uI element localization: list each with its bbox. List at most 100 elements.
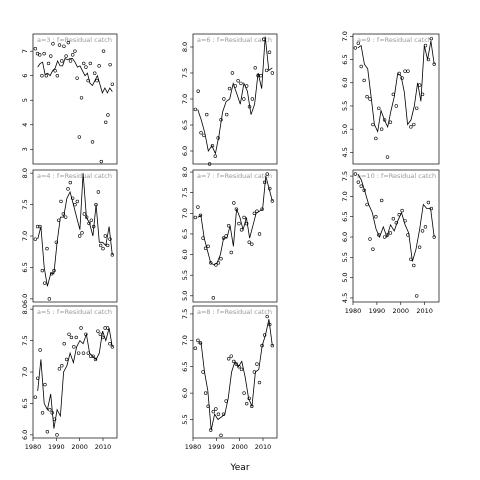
data-point (397, 71, 401, 76)
y-tick-label: 5.5 (341, 101, 349, 111)
data-point (255, 362, 259, 366)
data-point (394, 221, 398, 225)
data-point (244, 401, 249, 406)
data-point (234, 207, 239, 211)
y-tick-label: 7.0 (21, 367, 29, 377)
data-point (233, 84, 237, 88)
x-tick-label: 1990 (208, 443, 225, 451)
series-line (197, 176, 273, 266)
y-tick-label: 7.5 (181, 68, 189, 78)
data-point (103, 234, 108, 238)
data-point (51, 42, 55, 46)
data-point (110, 82, 115, 86)
data-point (262, 333, 267, 337)
data-point (379, 198, 384, 203)
data-point (101, 246, 105, 251)
panel: a=8 : f=Residual catch 5.5 6.0 6.5 7.0 7.5 (181, 305, 278, 439)
data-point (227, 86, 232, 91)
data-point (219, 256, 223, 261)
data-point (36, 376, 40, 380)
data-point (214, 263, 218, 267)
data-point (38, 348, 42, 352)
data-point (362, 78, 366, 83)
data-point (105, 243, 110, 248)
data-point (265, 172, 269, 176)
data-point (110, 253, 115, 257)
panel-frame (32, 169, 118, 303)
data-point (268, 186, 272, 191)
data-point (382, 235, 387, 239)
data-point (90, 140, 95, 144)
y-tick-label: 6.5 (181, 362, 189, 372)
data-point (106, 113, 110, 117)
y-tick-label: 7.5 (341, 171, 349, 181)
data-point (108, 62, 112, 67)
data-point (252, 211, 257, 216)
data-point (98, 243, 103, 248)
data-point (257, 380, 262, 385)
data-point (42, 51, 46, 56)
data-point (371, 122, 375, 127)
data-point (60, 59, 64, 63)
data-point (98, 332, 103, 336)
data-point (209, 428, 213, 432)
data-point (397, 212, 401, 217)
data-point (45, 430, 50, 434)
data-point (270, 199, 275, 203)
data-point (93, 71, 97, 75)
data-point (382, 118, 387, 122)
series-line (357, 40, 435, 133)
data-point (79, 326, 83, 330)
y-tick-label: 8.0 (21, 304, 29, 314)
y-tick-label: 8.0 (181, 42, 189, 52)
data-point (95, 78, 99, 83)
data-point (221, 412, 226, 416)
panel-strip-label: a=5 : f=Residual catch (37, 308, 112, 316)
data-point (53, 69, 57, 73)
data-point (206, 404, 210, 409)
data-point (264, 68, 269, 73)
data-point (409, 125, 413, 129)
data-point (110, 345, 115, 349)
data-point (250, 97, 255, 101)
data-point (193, 215, 198, 220)
data-point (270, 71, 275, 75)
panel-frame (32, 33, 118, 165)
panel-strip-label: a=9 : f=Residual catch (357, 36, 432, 44)
y-tick-label: 7 (21, 49, 29, 53)
y-tick-label: 7.5 (181, 188, 189, 198)
y-tick-label: 6.5 (181, 229, 189, 239)
data-point (242, 391, 246, 395)
data-point (82, 212, 87, 216)
data-point (84, 332, 88, 336)
series-line (37, 57, 113, 94)
data-point (40, 73, 44, 78)
x-tick-label: 2000 (393, 307, 410, 315)
data-point (84, 215, 89, 219)
y-tick-label: 8.0 (21, 168, 29, 178)
data-point (47, 297, 52, 301)
data-point (250, 242, 254, 246)
data-point (423, 43, 428, 48)
data-point (359, 64, 363, 69)
y-tick-label: 4.5 (341, 293, 349, 303)
x-axes-group: 1980 1990 2000 2010 1980 1990 2000 2010 1980 1990… (25, 302, 433, 451)
data-point (432, 235, 436, 239)
data-point (196, 338, 200, 343)
data-point (229, 354, 233, 358)
series-line (37, 327, 113, 429)
data-point (429, 36, 434, 41)
data-point (224, 234, 228, 238)
y-tick-label: 7.5 (21, 335, 29, 345)
data-point (42, 281, 47, 285)
data-point (239, 367, 244, 372)
data-point (108, 342, 112, 346)
panel-strip-label: a=8 : f=Residual catch (197, 308, 272, 316)
data-point (270, 343, 275, 348)
panel-frame (192, 305, 278, 439)
data-point (400, 208, 404, 213)
data-point (68, 180, 73, 185)
data-point (54, 240, 59, 244)
data-point (227, 357, 231, 361)
data-point (209, 261, 213, 265)
